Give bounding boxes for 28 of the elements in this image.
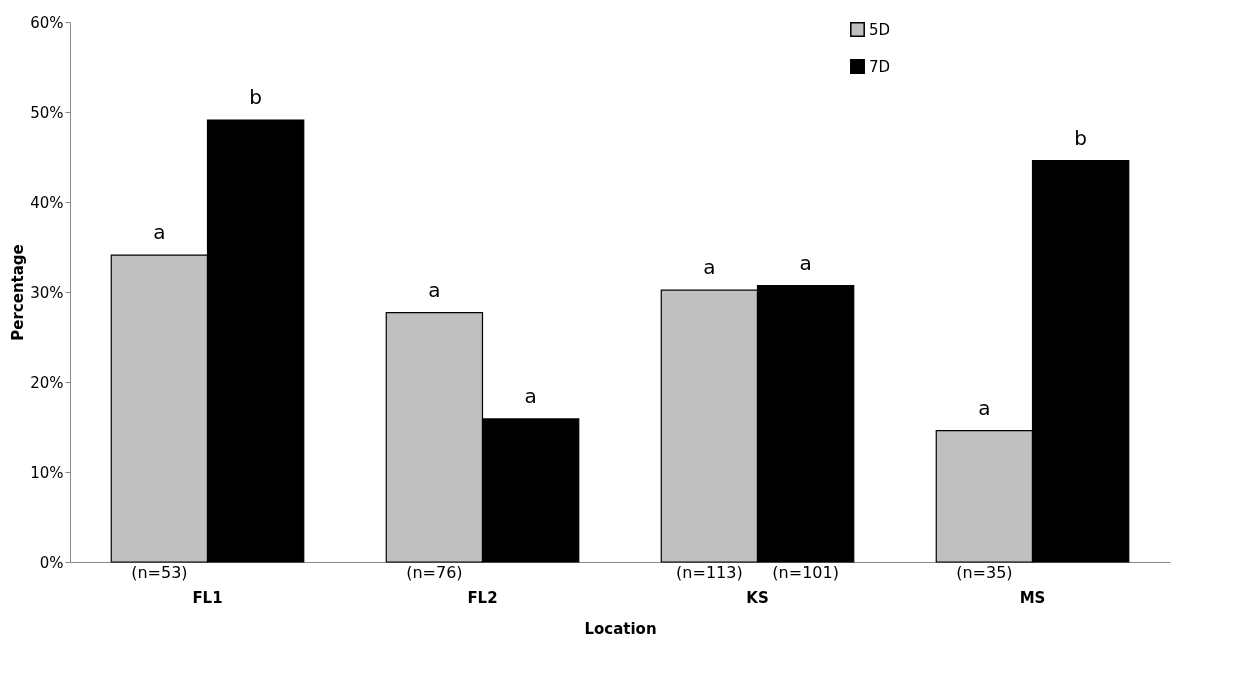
legend-label: 5D <box>869 20 891 39</box>
y-axis-title: Percentage <box>9 244 28 341</box>
y-tick-label: 40% <box>30 193 64 212</box>
y-tick-label: 50% <box>30 103 64 122</box>
x-axis-title: Location <box>584 619 657 638</box>
y-tick-label: 60% <box>30 13 64 32</box>
data-label: a <box>703 255 716 280</box>
data-label: a <box>153 220 166 245</box>
legend-label: 7D <box>869 57 891 76</box>
y-tick-label: 10% <box>30 463 64 482</box>
annotation: (n=101) <box>772 563 839 582</box>
x-tick-label: MS <box>1019 588 1046 607</box>
y-tick-label: 0% <box>39 553 64 572</box>
data-label: b <box>249 85 262 110</box>
y-tick-label: 30% <box>30 283 64 302</box>
annotation: (n=76) <box>406 563 463 582</box>
x-tick-label: FL1 <box>192 588 223 607</box>
x-tick-label: FL2 <box>467 588 498 607</box>
data-label: a <box>428 277 441 302</box>
annotation: (n=113) <box>676 563 743 582</box>
annotation: (n=53) <box>131 563 188 582</box>
data-label: a <box>978 395 991 420</box>
y-tick-label: 20% <box>30 373 64 392</box>
data-label: a <box>524 383 537 408</box>
data-label: b <box>1074 125 1087 150</box>
annotation: (n=35) <box>956 563 1013 582</box>
x-tick-label: KS <box>746 588 769 607</box>
data-label: a <box>799 250 812 275</box>
